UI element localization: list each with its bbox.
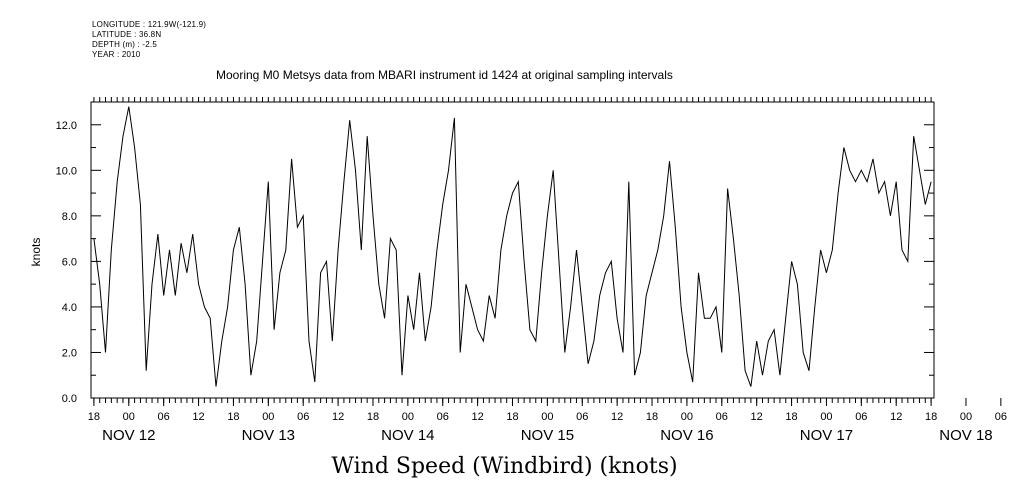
x-date-label: NOV 16	[660, 427, 713, 444]
x-tick-label: 00	[123, 411, 135, 423]
meta-depth: DEPTH (m) : -2.5	[92, 40, 157, 49]
chart-title: Mooring M0 Metsys data from MBARI instru…	[216, 68, 673, 82]
x-axis-label: Wind Speed (Windbird) (knots)	[331, 454, 678, 479]
x-tick-label: 12	[611, 411, 623, 423]
y-tick-label: 6.0	[62, 256, 77, 268]
x-tick-label: 18	[925, 411, 937, 423]
x-tick-label: 18	[646, 411, 658, 423]
y-tick-label: 8.0	[62, 211, 77, 223]
x-tick-label: 12	[471, 411, 483, 423]
x-date-label: NOV 12	[102, 427, 155, 444]
x-date-label: NOV 18	[939, 427, 992, 444]
x-tick-label: 18	[367, 411, 379, 423]
x-tick-label: 12	[751, 411, 763, 423]
x-tick-label: 12	[192, 411, 204, 423]
meta-longitude: LONGITUDE : 121.9W(-121.9)	[92, 20, 207, 29]
plot-frame	[90, 101, 935, 399]
y-tick-label: 0.0	[62, 393, 77, 405]
x-tick-label: 06	[995, 411, 1007, 423]
x-tick-label: 00	[262, 411, 274, 423]
x-tick-label: 18	[227, 411, 239, 423]
x-date-label: NOV 13	[242, 427, 295, 444]
x-tick-label: 06	[855, 411, 867, 423]
x-tick-label: 00	[402, 411, 414, 423]
x-tick-label: 12	[890, 411, 902, 423]
x-date-label: NOV 17	[800, 427, 853, 444]
meta-year: YEAR : 2010	[92, 50, 141, 59]
x-tick-label: 18	[785, 411, 797, 423]
x-date-label: NOV 14	[381, 427, 434, 444]
station-metadata: LONGITUDE : 121.9W(-121.9) LATITUDE : 36…	[92, 20, 206, 60]
x-tick-label: 06	[437, 411, 449, 423]
x-tick-label: 00	[960, 411, 972, 423]
x-tick-label: 06	[576, 411, 588, 423]
x-tick-label: 00	[820, 411, 832, 423]
x-tick-label: 12	[332, 411, 344, 423]
x-tick-label: 18	[88, 411, 100, 423]
x-tick-label: 06	[158, 411, 170, 423]
x-tick-label: 00	[681, 411, 693, 423]
x-tick-label: 00	[541, 411, 553, 423]
y-tick-label: 12.0	[56, 120, 77, 132]
y-axis-label: knots	[29, 238, 43, 267]
y-tick-label: 4.0	[62, 302, 77, 314]
series-line	[93, 106, 932, 387]
x-date-label: NOV 15	[521, 427, 574, 444]
y-tick-label: 10.0	[56, 165, 77, 177]
x-tick-label: 18	[506, 411, 518, 423]
meta-latitude: LATITUDE : 36.8N	[92, 30, 162, 39]
x-tick-label: 06	[716, 411, 728, 423]
x-tick-label: 06	[297, 411, 309, 423]
y-tick-label: 2.0	[62, 347, 77, 359]
